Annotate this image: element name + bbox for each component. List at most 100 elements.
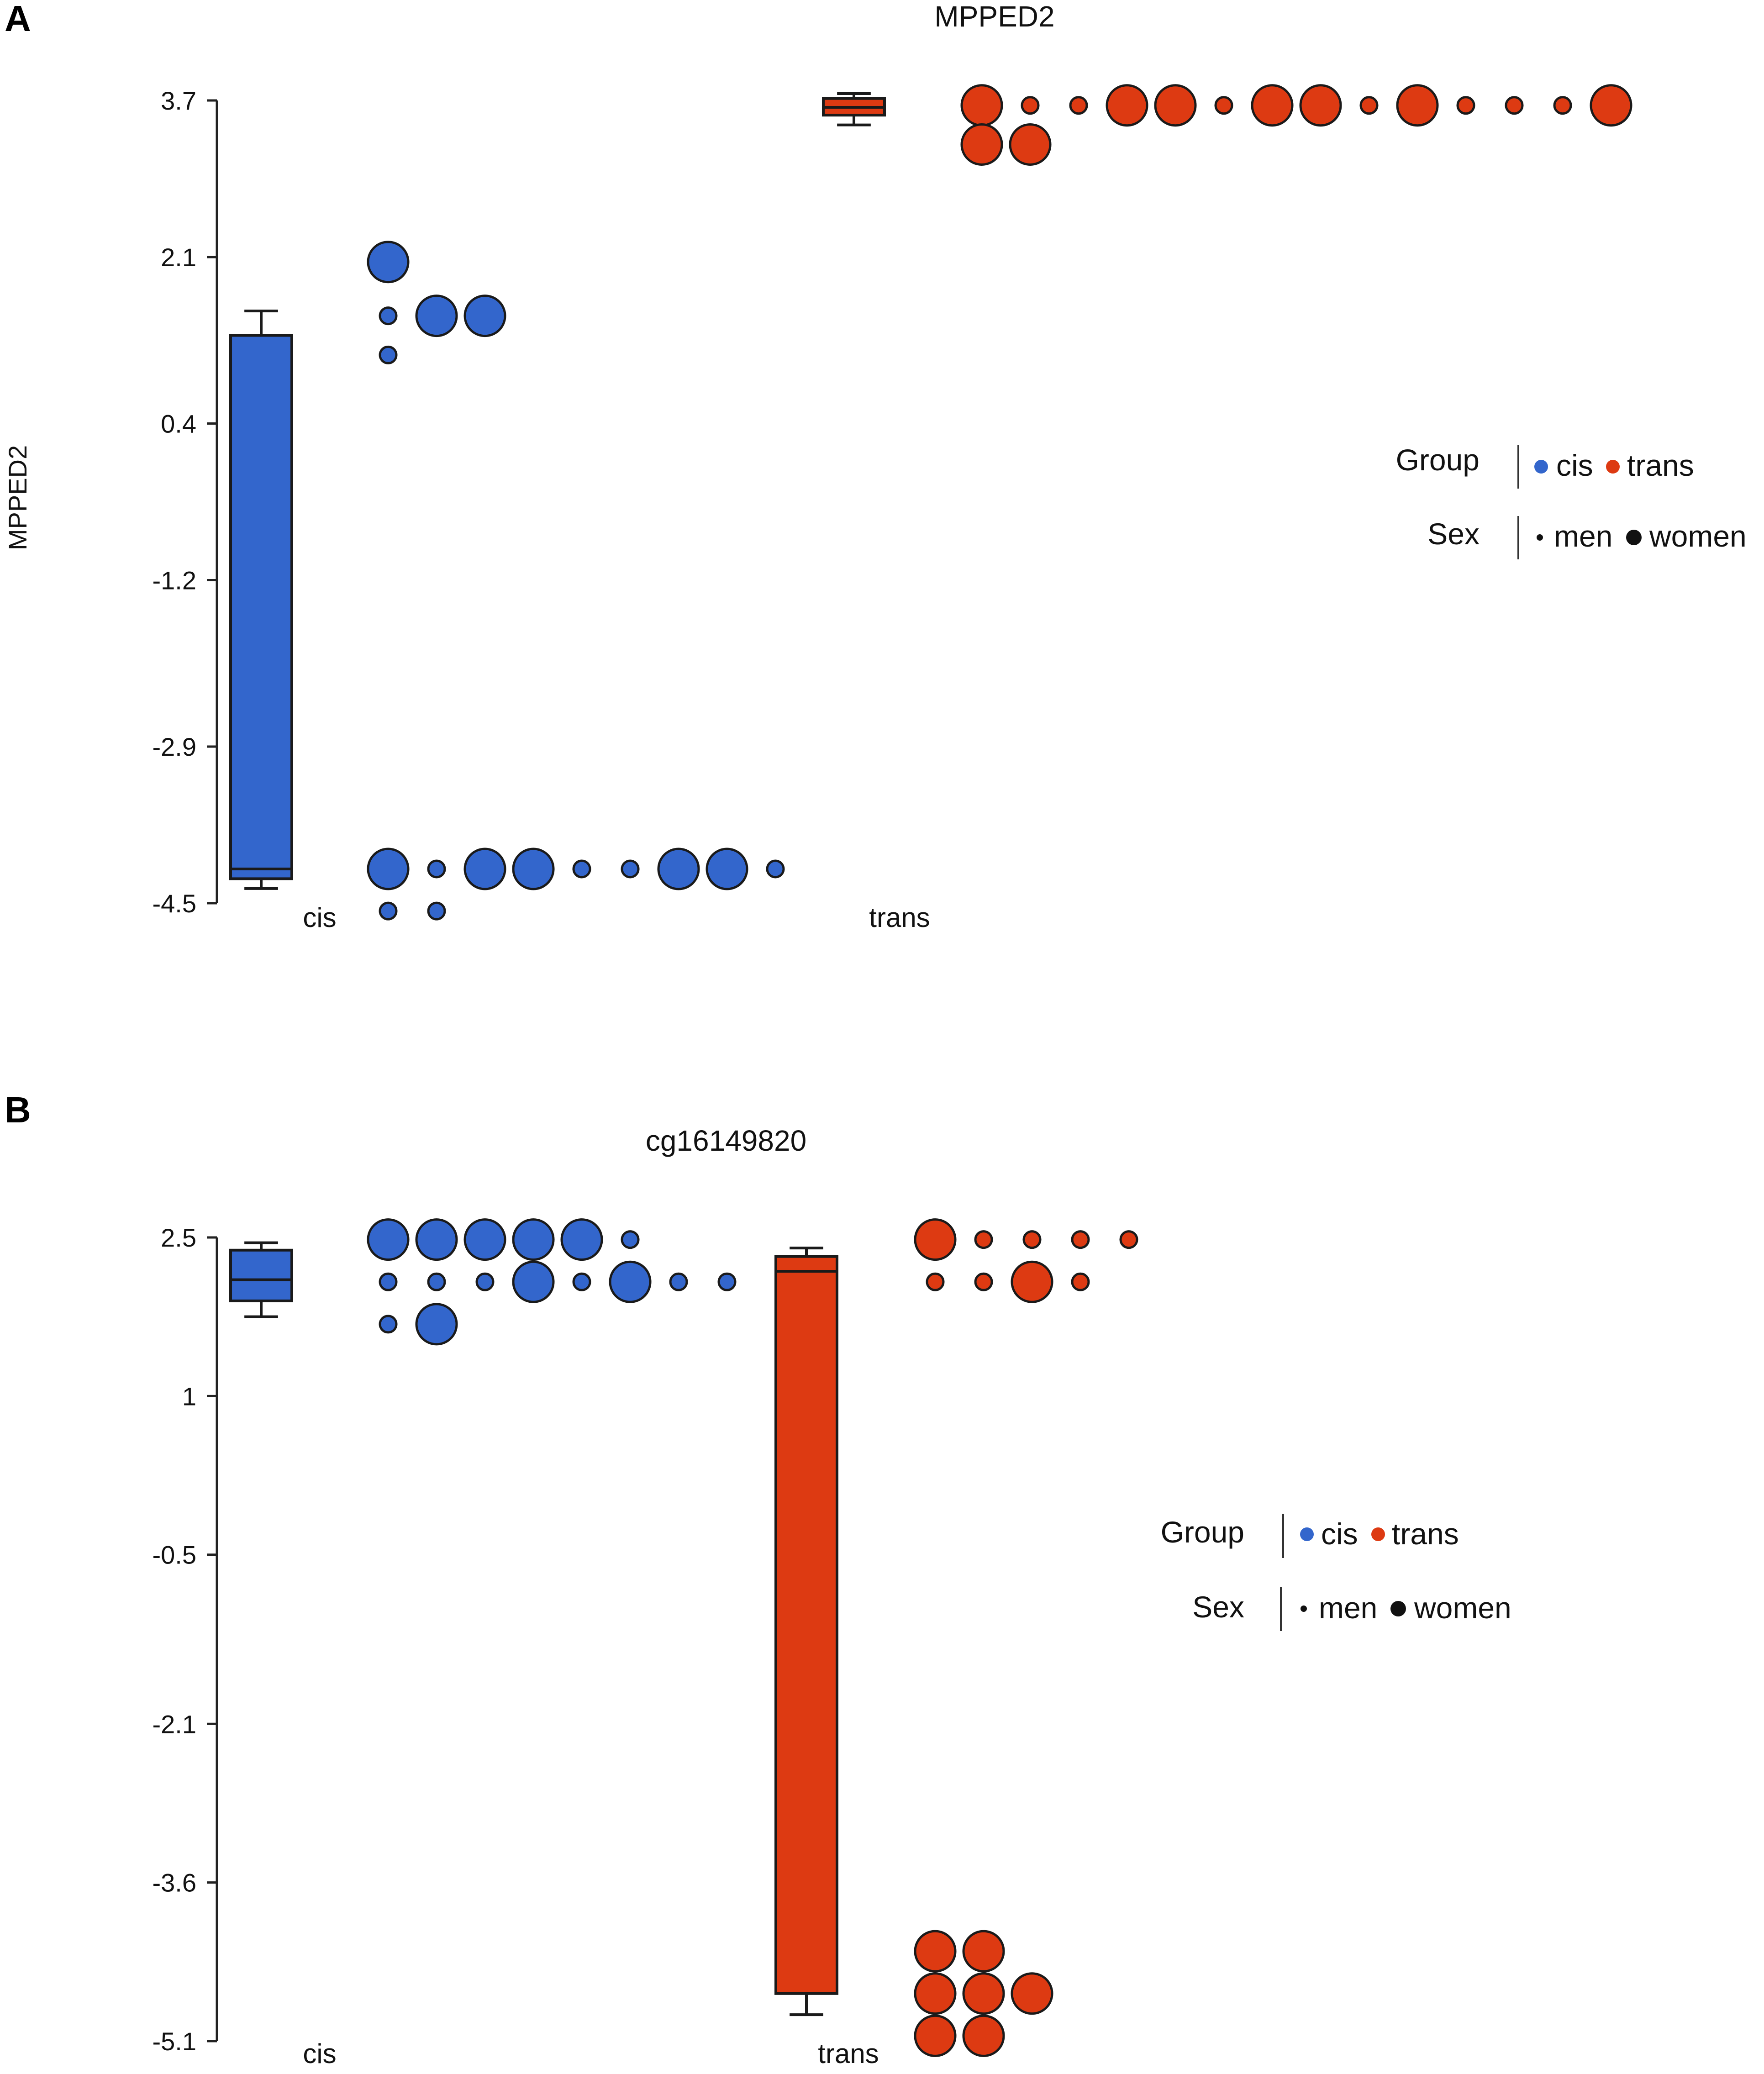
panel-a-point-trans-women (1590, 84, 1632, 127)
panel-b-point-trans-women (962, 1930, 1005, 1973)
panel-a-legend-men-label: men (1554, 519, 1612, 553)
panel-a-point-trans-women (1154, 84, 1197, 127)
panel-a-point-cis-women (657, 847, 700, 890)
panel-b-point-cis-men (572, 1272, 591, 1291)
panel-b-trans-box-body (774, 1255, 838, 1995)
panel-a-point-cis-men (572, 859, 591, 879)
panel-b-point-trans-women (914, 1972, 957, 2015)
panel-a-point-cis-men (379, 306, 398, 326)
panel-a: A MPPED2 MPPED2 cis trans 3.7 2.1 0.4 -1.2 -… (3, 0, 1747, 933)
panel-a-point-trans-men (1069, 96, 1088, 115)
panel-b-point-trans-men (974, 1272, 993, 1291)
panel-a-point-trans-women (1009, 123, 1052, 166)
panel-b-legend-trans-dot (1371, 1527, 1385, 1541)
panel-b-point-cis-women (415, 1303, 458, 1346)
panel-b-point-trans-women (1011, 1260, 1053, 1303)
panel-b-point-cis-men (427, 1272, 446, 1291)
panel-a-y-tick-label: -4.5 (153, 889, 197, 918)
panel-a-point-cis-men (379, 345, 398, 364)
panel-b-legend: Group cis trans Sex men women (1161, 1514, 1511, 1631)
panel-b-point-trans-women (914, 1218, 957, 1261)
panel-a-point-trans-men (1021, 96, 1040, 115)
panel-b-point-cis-women (367, 1218, 410, 1261)
panel-a-point-trans-women (1106, 84, 1148, 127)
panel-b-title: cg16149820 (646, 1124, 806, 1157)
panel-a-legend-women-dot (1626, 530, 1642, 545)
panel-a-point-trans-men (1553, 96, 1572, 115)
panel-a-point-cis-women (512, 847, 555, 890)
panel-b-point-trans-men (1119, 1230, 1138, 1249)
panel-b-point-trans-men (926, 1272, 945, 1291)
panel-b-legend-men-dot (1301, 1606, 1307, 1612)
panel-a-legend: Group cis trans Sex men women (1396, 443, 1747, 559)
panel-b-point-trans-men (974, 1230, 993, 1249)
panel-b-legend-cis-dot (1300, 1527, 1314, 1541)
panel-a-point-trans-women (960, 123, 1003, 166)
panel-a-legend-group-title: Group (1396, 443, 1480, 477)
panel-b-y-tick-label: -0.5 (153, 1541, 197, 1569)
panel-a-point-cis-women (367, 241, 410, 284)
panel-a-legend-cis-dot (1534, 460, 1548, 474)
panel-b-point-cis-men (379, 1315, 398, 1334)
panel-b-point-trans-men (1022, 1230, 1042, 1249)
panel-a-legend-women-label: women (1649, 519, 1747, 553)
panel-a-box-cis (229, 309, 293, 890)
panel-b-y-tick-label: 2.5 (161, 1223, 196, 1252)
panel-a-legend-men-dot (1537, 534, 1543, 541)
panel-a-point-cis-men (621, 859, 640, 879)
panel-b-point-trans-women (914, 2014, 957, 2057)
panel-a-title: MPPED2 (934, 0, 1054, 33)
panel-b-legend-men-label: men (1319, 1591, 1377, 1625)
panel-a-x-label-trans: trans (869, 902, 930, 933)
panel-a-point-cis-women (706, 847, 748, 890)
panel-b-legend-group-title: Group (1161, 1515, 1244, 1549)
panel-b-legend-sex-title: Sex (1192, 1590, 1244, 1624)
panel-a-legend-trans-dot (1606, 460, 1620, 474)
panel-a-point-trans-men (1214, 96, 1233, 115)
panel-b-point-cis-men (621, 1230, 640, 1249)
panel-a-box-trans (822, 92, 886, 126)
panel-a-y-tick-label: -2.9 (153, 732, 197, 761)
panel-a-point-cis-women (463, 847, 506, 890)
panel-a-point-trans-women (1251, 84, 1294, 127)
panel-b-x-label-cis: cis (303, 2038, 336, 2069)
panel-b-point-cis-women (560, 1218, 603, 1261)
panel-b-y-tick-label: -3.6 (153, 1869, 197, 1897)
panel-b-point-cis-men (717, 1272, 737, 1291)
panel-b-point-cis-women (512, 1218, 555, 1261)
panel-a-point-trans-men (1505, 96, 1524, 115)
panel-a-point-cis-men (766, 859, 785, 879)
panel-a-point-cis-men (427, 901, 446, 921)
panel-b-letter: B (5, 1090, 31, 1130)
panel-a-point-trans-women (1396, 84, 1439, 127)
panel-b-point-trans-women (1011, 1972, 1053, 2015)
panel-a-letter: A (5, 0, 31, 39)
panel-b-point-trans-women (962, 2014, 1005, 2057)
panel-b-point-trans-women (914, 1930, 957, 1973)
panel-a-legend-cis-label: cis (1556, 448, 1593, 482)
panel-b-point-cis-women (463, 1218, 506, 1261)
panel-a-point-trans-women (960, 84, 1003, 127)
panel-b-point-cis-women (512, 1260, 555, 1303)
panel-a-plot: 3.7 2.1 0.4 -1.2 -2.9 -4.5 (153, 84, 1632, 921)
panel-b-x-label-trans: trans (818, 2038, 879, 2069)
panel-b-legend-trans-label: trans (1392, 1517, 1459, 1551)
panel-a-point-trans-women (1299, 84, 1342, 127)
panel-a-x-label-cis: cis (303, 902, 336, 933)
panel-a-cis-box-body (229, 334, 293, 880)
panel-b-point-cis-men (379, 1272, 398, 1291)
panel-b-point-cis-men (475, 1272, 495, 1291)
panel-b-point-trans-men (1071, 1272, 1090, 1291)
panel-a-y-axis-label: MPPED2 (3, 445, 32, 550)
panel-b-y-tick-label: -5.1 (153, 2027, 197, 2056)
panel-a-point-trans-men (1456, 96, 1475, 115)
panel-b-legend-women-dot (1390, 1601, 1406, 1616)
panel-a-point-trans-men (1359, 96, 1379, 115)
panel-a-y-tick-label: 0.4 (161, 409, 196, 438)
panel-a-y-tick-label: 2.1 (161, 243, 196, 272)
panel-a-y-tick-label: 3.7 (161, 86, 196, 115)
panel-a-legend-sex-title: Sex (1427, 517, 1480, 551)
panel-b-y-tick-label: 1 (182, 1382, 196, 1411)
panel-a-point-cis-women (415, 295, 458, 337)
panel-a-legend-trans-label: trans (1627, 448, 1694, 482)
